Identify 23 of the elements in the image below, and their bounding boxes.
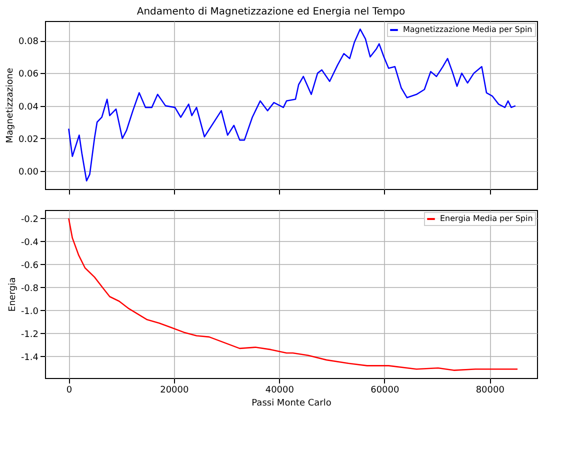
- x-tick-label: 60000: [370, 386, 400, 396]
- legend-label: Energia Media per Spin: [440, 214, 533, 223]
- y-axis-title: Magnetizzazione: [5, 67, 16, 144]
- x-axis-title: Passi Monte Carlo: [252, 398, 332, 408]
- chart-title: Andamento di Magnetizzazione ed Energia nel Tempo: [136, 6, 406, 18]
- y-tick-label: -0.2: [20, 214, 38, 225]
- y-tick-label: -1.4: [20, 352, 39, 363]
- y-tick-label: -1.2: [20, 330, 38, 340]
- y-tick-label: -0.6: [20, 260, 39, 271]
- legend-label: Magnetizzazione Media per Spin: [403, 25, 532, 34]
- x-tick-label: 80000: [476, 386, 505, 396]
- x-tick-label: 20000: [160, 386, 190, 396]
- x-tick-label: 40000: [265, 386, 294, 396]
- y-tick-label: 0.08: [18, 37, 39, 48]
- y-tick-label: 0.00: [18, 168, 39, 178]
- y-tick-label: -1.0: [20, 306, 39, 317]
- y-tick-label: 0.04: [18, 102, 39, 112]
- y-axis-title: Energia: [8, 277, 18, 312]
- y-tick-label: -0.8: [20, 284, 39, 294]
- y-tick-label: 0.02: [18, 134, 38, 145]
- y-tick-label: 0.06: [18, 70, 39, 80]
- x-tick-label: 0: [66, 386, 72, 396]
- y-tick-label: -0.4: [20, 238, 39, 248]
